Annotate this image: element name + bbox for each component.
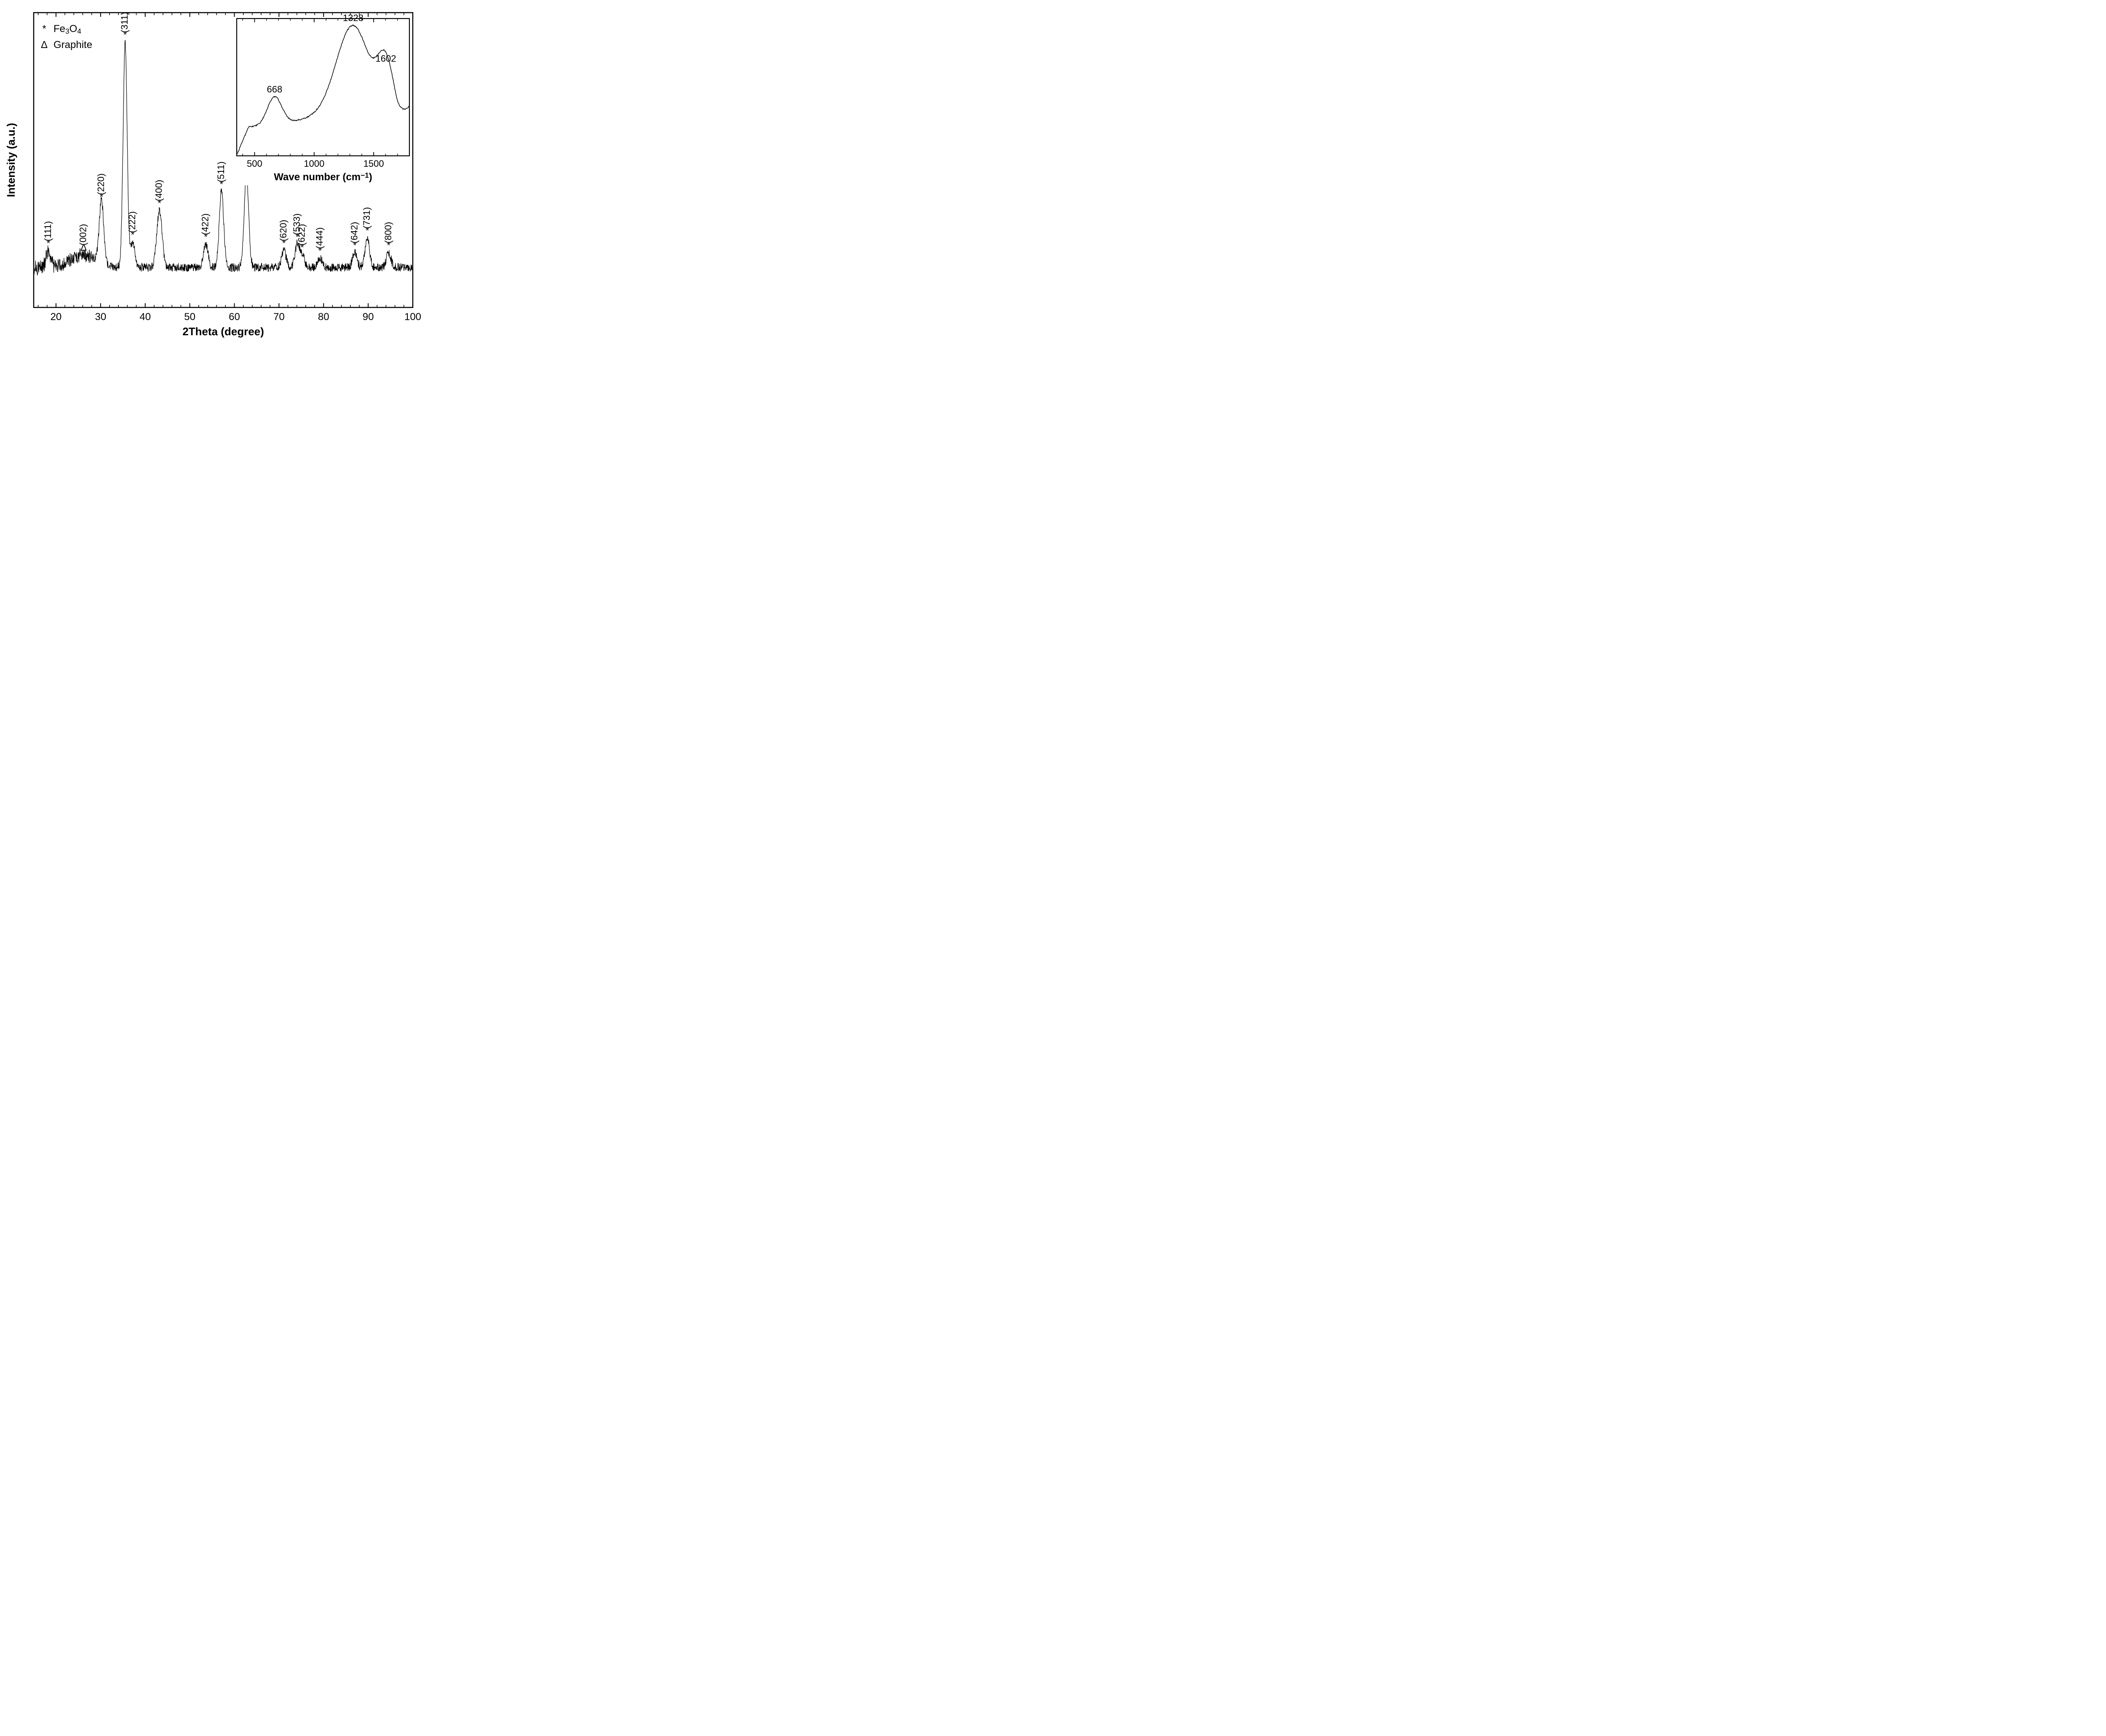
- x-tick-label: 90: [363, 311, 374, 323]
- peak-hkl-label: (511): [216, 161, 226, 182]
- x-tick-label: 40: [139, 311, 151, 323]
- x-tick-label: 20: [51, 311, 62, 323]
- peak-hkl-label-group: (444): [314, 227, 325, 249]
- xrd-figure-svg: 20 30 40 50 60 70 80 90 100 2Theta (degree) Intens…: [0, 0, 429, 347]
- x-tick-label: 60: [229, 311, 240, 323]
- peak-hkl-label: (800): [383, 222, 393, 243]
- peak-hkl-label: (642): [349, 222, 359, 243]
- inset-peak-label: 1328: [343, 13, 363, 23]
- peak-hkl-label: (400): [154, 180, 164, 201]
- peak-hkl-label-group: (620): [278, 220, 289, 241]
- figure-container: 20 30 40 50 60 70 80 90 100 2Theta (degree) Intens…: [0, 0, 429, 347]
- peak-hkl-label: (220): [96, 174, 106, 195]
- inset-x-tick-label: 500: [247, 158, 262, 169]
- peak-hkl-label-group: (511): [216, 161, 226, 182]
- peak-hkl-label-group: (622): [296, 224, 307, 246]
- legend-symbol: *: [42, 23, 46, 35]
- peak-hkl-label: (422): [200, 214, 211, 235]
- peak-hkl-label-group: (800): [383, 222, 393, 243]
- inset-peak-label: 668: [267, 84, 283, 94]
- peak-hkl-label-group: (002): [78, 224, 88, 246]
- peak-hkl-label: (002): [78, 224, 88, 246]
- peak-hkl-label-group: (222): [127, 211, 137, 233]
- inset-x-tick-label: 1000: [304, 158, 324, 169]
- peak-hkl-label-group: (400): [154, 180, 164, 201]
- peak-hkl-label-group: (111): [43, 221, 53, 241]
- inset-peak-label: 1602: [376, 53, 396, 64]
- peak-hkl-label: (731): [361, 207, 372, 229]
- peak-hkl-label: (311): [119, 12, 130, 33]
- x-tick-label: 80: [318, 311, 329, 323]
- peak-hkl-label: (622): [296, 224, 307, 246]
- peak-hkl-label: (620): [278, 220, 289, 241]
- x-tick-label: 70: [273, 311, 285, 323]
- x-tick-label: 50: [184, 311, 195, 323]
- peak-hkl-label: (111): [43, 221, 53, 241]
- legend-text: Graphite: [53, 39, 92, 51]
- peak-hkl-label-group: (731): [361, 207, 372, 229]
- peak-hkl-label-group: (422): [200, 214, 211, 235]
- peak-hkl-label: (444): [314, 227, 325, 249]
- x-tick-label: 100: [404, 311, 421, 323]
- peak-hkl-label-group: (220): [96, 174, 106, 195]
- legend-symbol: Δ: [41, 39, 48, 51]
- peak-hkl-label-group: (311): [119, 12, 130, 33]
- peak-hkl-label: (222): [127, 211, 137, 233]
- y-axis-label: Intensity (a.u.): [5, 123, 17, 197]
- inset-x-axis-label: Wave number (cm−1): [274, 171, 372, 183]
- x-axis-label: 2Theta (degree): [182, 325, 264, 338]
- legend-text: Fe3O4: [53, 23, 81, 35]
- inset-x-tick-label: 1500: [363, 158, 384, 169]
- peak-hkl-label-group: (642): [349, 222, 359, 243]
- x-tick-label: 30: [95, 311, 106, 323]
